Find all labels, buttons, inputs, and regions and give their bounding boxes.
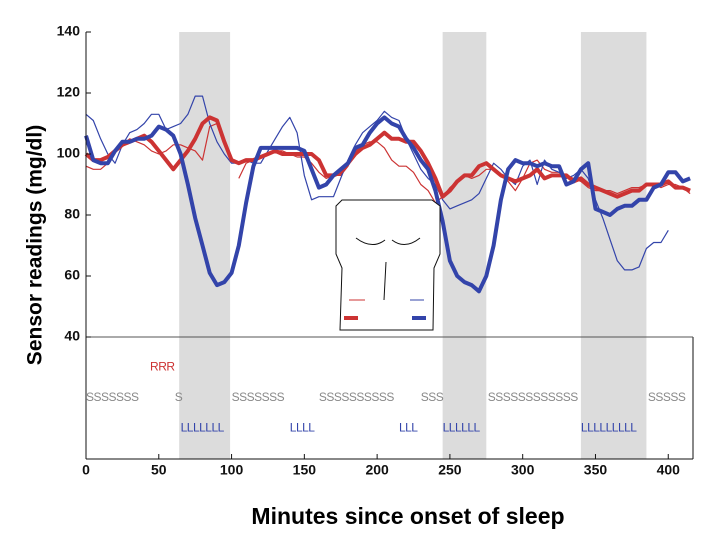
sleep-band xyxy=(442,32,487,459)
y-axis-label: Sensor readings (mg/dl) xyxy=(24,125,47,365)
event-marker: RRR xyxy=(150,360,175,374)
plot xyxy=(84,95,691,294)
x-tick-label: 250 xyxy=(438,462,462,478)
x-tick-label: 350 xyxy=(584,462,608,478)
torso-chest xyxy=(355,237,421,301)
x-tick-label: 400 xyxy=(657,462,681,478)
y-tick-label: 100 xyxy=(57,145,81,161)
event-marker: SSSSSSS xyxy=(232,390,285,404)
x-tick-label: 150 xyxy=(293,462,317,478)
y-tick-label: 140 xyxy=(57,23,81,39)
event-marker: SSSSSSS xyxy=(86,390,139,404)
x-tick-label: 0 xyxy=(82,462,90,478)
torso-outline xyxy=(335,199,441,331)
event-marker: SSSSS xyxy=(648,390,686,404)
event-marker: SSSSSSSSSS xyxy=(319,390,395,404)
x-tick-label: 300 xyxy=(511,462,535,478)
sensor-line xyxy=(85,95,669,271)
event-marker: LLLLLLLLL xyxy=(581,421,637,435)
y-tick-label: 60 xyxy=(64,267,80,283)
event-marker: LLL xyxy=(399,421,418,435)
x-tick-label: 200 xyxy=(365,462,389,478)
sensor-line xyxy=(84,115,691,199)
event-marker: SSSSSSSSSSSS xyxy=(488,390,579,404)
sensor-line xyxy=(84,115,691,294)
y-tick-label: 80 xyxy=(64,206,80,222)
x-axis-label: Minutes since onset of sleep xyxy=(251,503,564,529)
sleep-band xyxy=(179,32,231,459)
x-tick-label: 50 xyxy=(151,462,167,478)
event-marker: S xyxy=(175,390,183,404)
sleep-band xyxy=(580,32,647,459)
x-tick-label: 100 xyxy=(220,462,244,478)
y-tick-label: 120 xyxy=(57,84,81,100)
torso-diagram xyxy=(335,199,441,331)
event-marker: SSS xyxy=(421,390,444,404)
event-marker: LLLLLL xyxy=(443,421,481,435)
event-marker: LLLLLLL xyxy=(181,421,225,435)
y-tick-label: 40 xyxy=(64,328,80,344)
event-marker: LLLL xyxy=(290,421,316,435)
